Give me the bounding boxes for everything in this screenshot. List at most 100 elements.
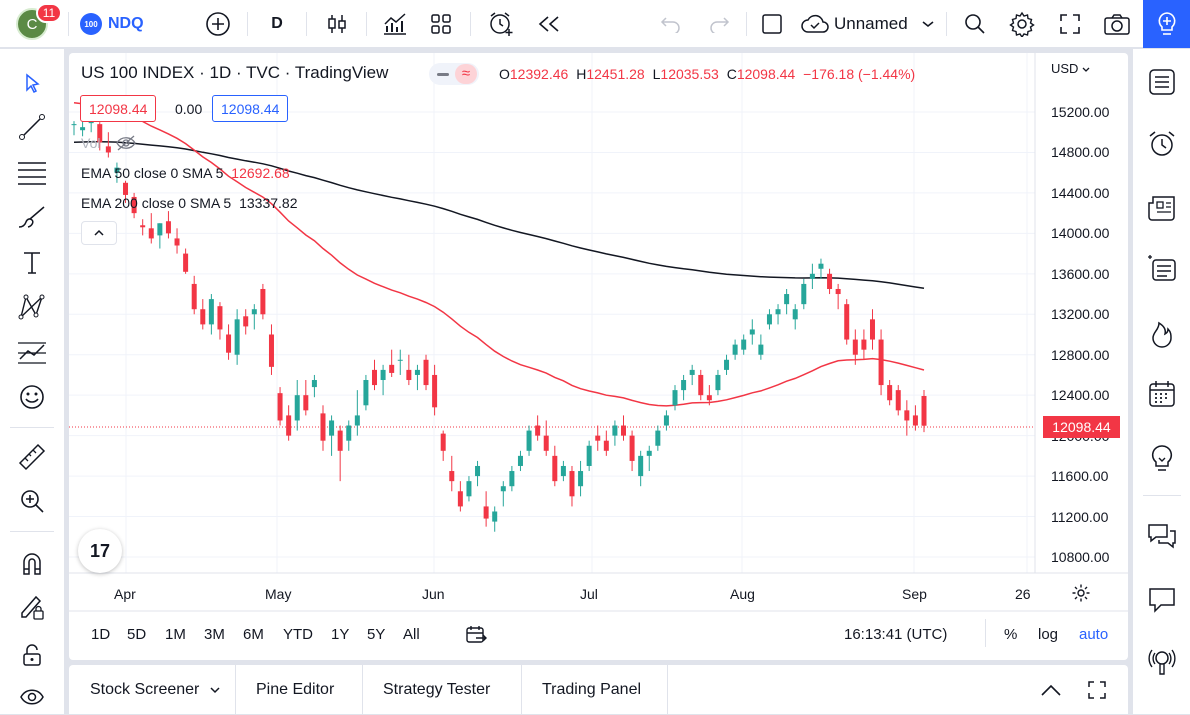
cursor-icon <box>26 73 40 94</box>
candle <box>329 415 335 456</box>
volume-indicator-label[interactable]: Vol <box>81 135 136 151</box>
chats-button[interactable] <box>1141 515 1183 557</box>
chart-type-button[interactable] <box>322 0 352 48</box>
replay-button[interactable] <box>534 0 564 48</box>
hotlists-button[interactable] <box>1141 313 1183 355</box>
chevron-down-icon <box>922 21 934 28</box>
cursor-tool[interactable] <box>12 65 52 101</box>
go-to-date-button[interactable] <box>464 625 488 650</box>
lock-drawings-tool[interactable] <box>12 637 52 673</box>
calendar-button[interactable] <box>1141 373 1183 415</box>
save-layout-button[interactable]: Unnamed <box>800 0 908 48</box>
range-button-5y[interactable]: 5Y <box>367 626 386 643</box>
screener-button[interactable] <box>1141 247 1183 289</box>
interval-button[interactable]: D <box>262 0 292 48</box>
pattern-tool[interactable] <box>12 289 52 325</box>
indicators-button[interactable] <box>380 0 410 48</box>
ema50-indicator-label[interactable]: EMA 50 close 0 SMA 5 12692.68 <box>81 165 290 181</box>
clock-timezone[interactable]: 16:13:41 (UTC) <box>844 626 948 643</box>
layouts-button[interactable] <box>426 0 456 48</box>
private-chats-button[interactable] <box>1141 579 1183 621</box>
watchlist-button[interactable] <box>1141 61 1183 103</box>
candle <box>397 349 403 375</box>
redo-button[interactable] <box>704 0 734 48</box>
tab-trading-panel[interactable]: Trading Panel <box>542 665 641 714</box>
chart-legend-title[interactable]: US 100 INDEX · 1D · TVC · TradingView <box>81 63 389 82</box>
price-tick-label: 14800.00 <box>1051 144 1110 161</box>
ema50-label: EMA 50 close 0 SMA 5 <box>81 165 224 181</box>
tab-stock-screener[interactable]: Stock Screener <box>90 665 221 714</box>
measure-tool[interactable] <box>12 439 52 475</box>
candle <box>380 364 386 396</box>
tab-strategy-tester[interactable]: Strategy Tester <box>383 665 490 714</box>
price-chart[interactable] <box>69 53 1128 660</box>
alerts-button[interactable] <box>1141 123 1183 165</box>
prediction-tool[interactable] <box>12 335 52 371</box>
magnet-tool[interactable] <box>12 545 52 581</box>
undo-button[interactable] <box>656 0 686 48</box>
compare-symbol-button[interactable] <box>203 0 233 48</box>
ideas-button[interactable] <box>1143 0 1190 48</box>
range-button-3m[interactable]: 3M <box>204 626 225 643</box>
chart-pane[interactable]: US 100 INDEX · 1D · TVC · TradingView ≈ … <box>69 53 1128 660</box>
tradingview-logo[interactable]: 17 <box>78 529 122 573</box>
percent-scale-toggle[interactable]: % <box>1004 626 1018 643</box>
list-icon <box>1149 69 1175 95</box>
fib-tool[interactable] <box>12 155 52 191</box>
log-scale-toggle[interactable]: log <box>1038 626 1059 643</box>
alert-button[interactable] <box>485 0 517 48</box>
candle <box>423 354 429 391</box>
range-button-6m[interactable]: 6M <box>243 626 264 643</box>
range-button-1d[interactable]: 1D <box>91 626 111 643</box>
stay-in-drawing-tool[interactable] <box>12 589 52 625</box>
range-button-1y[interactable]: 1Y <box>331 626 350 643</box>
candle <box>809 263 815 289</box>
axis-settings-button[interactable] <box>1071 583 1091 608</box>
maximize-panel-button[interactable] <box>1085 665 1109 714</box>
alarm-clock-icon <box>1149 131 1175 156</box>
candle <box>277 387 283 426</box>
candle <box>784 288 790 315</box>
text-tool[interactable] <box>12 245 52 281</box>
zoom-tool[interactable] <box>12 483 52 519</box>
news-button[interactable] <box>1141 187 1183 229</box>
range-button-all[interactable]: All <box>403 626 420 643</box>
buy-price-button[interactable]: 12098.44 <box>212 95 289 122</box>
range-button-1m[interactable]: 1M <box>165 626 186 643</box>
hide-drawings-tool[interactable] <box>12 679 52 715</box>
ideas-stream-button[interactable] <box>1141 437 1183 479</box>
low-value: 12035.53 <box>660 66 719 82</box>
separator <box>362 665 363 714</box>
currency-selector[interactable]: USD <box>1051 61 1090 76</box>
candle <box>466 476 472 502</box>
newspaper-icon <box>1148 196 1175 221</box>
price-tick-label: 12800.00 <box>1051 346 1110 363</box>
legend-toggles[interactable]: ≈ <box>429 63 479 85</box>
brush-tool[interactable] <box>12 199 52 235</box>
fullscreen-icon <box>1088 680 1106 699</box>
streams-button[interactable] <box>1141 641 1183 683</box>
candle <box>475 460 481 487</box>
layout-menu-button[interactable] <box>918 0 938 48</box>
chevron-down-icon <box>1082 67 1090 72</box>
expand-panel-button[interactable] <box>1039 665 1063 714</box>
symbol-search-button[interactable]: 100 NDQ <box>80 0 144 48</box>
settings-button[interactable] <box>1007 0 1037 48</box>
zoom-in-icon <box>21 490 44 513</box>
range-button-5d[interactable]: 5D <box>127 626 147 643</box>
fullscreen-layout-button[interactable] <box>757 0 787 48</box>
ema200-indicator-label[interactable]: EMA 200 close 0 SMA 5 13337.82 <box>81 195 298 211</box>
auto-scale-toggle[interactable]: auto <box>1079 626 1109 643</box>
fullscreen-button[interactable] <box>1055 0 1085 48</box>
sell-price-button[interactable]: 12098.44 <box>80 95 157 122</box>
snapshot-button[interactable] <box>1101 0 1133 48</box>
eye-off-icon[interactable] <box>115 134 137 152</box>
trend-line-tool[interactable] <box>12 109 52 145</box>
price-tick-label: 14400.00 <box>1051 184 1110 201</box>
tab-pine-editor[interactable]: Pine Editor <box>256 665 334 714</box>
search-button[interactable] <box>960 0 990 48</box>
range-button-ytd[interactable]: YTD <box>283 626 313 643</box>
ema200-line <box>73 141 925 290</box>
emoji-tool[interactable] <box>12 379 52 415</box>
collapse-legend-button[interactable] <box>81 221 117 245</box>
